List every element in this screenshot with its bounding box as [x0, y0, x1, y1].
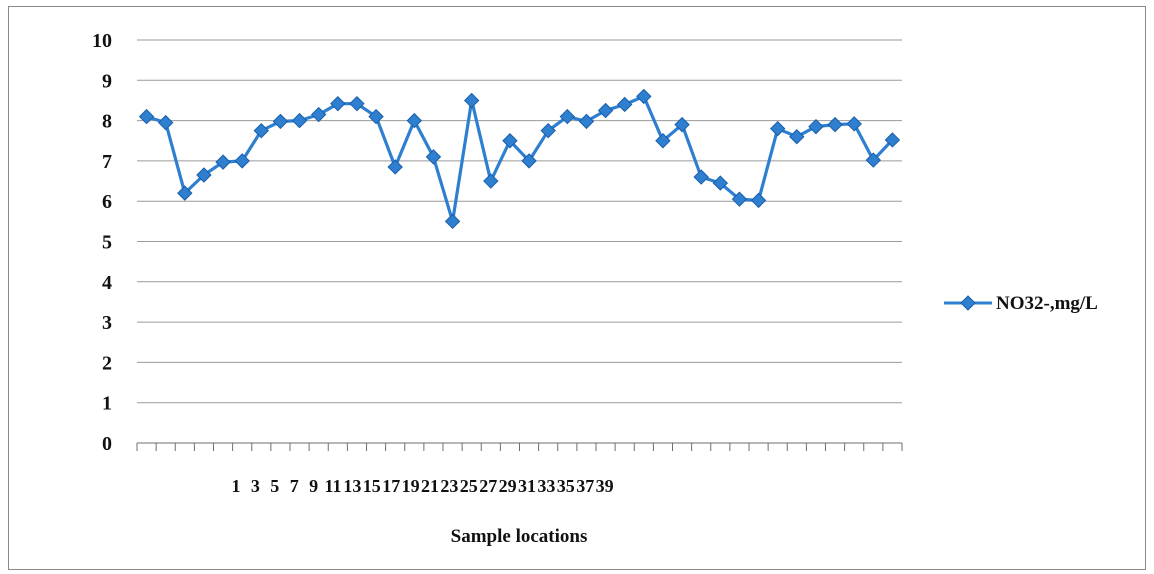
x-axis: 1 3 5 7 9 11 13 15 17 19 21 23 25 27 29 31 33 35 37 39 [136, 442, 903, 496]
x-tick-label: 13 [343, 476, 361, 496]
y-tick-label: 5 [102, 232, 112, 254]
data-point [540, 122, 556, 139]
x-tick-label: 25 [460, 476, 478, 496]
data-point [846, 116, 862, 132]
data-point [750, 192, 767, 209]
x-tick-label: 39 [596, 476, 614, 496]
data-point [559, 108, 576, 125]
x-tick-label: 33 [537, 476, 555, 496]
y-tick-label: 10 [92, 30, 112, 52]
data-point [597, 102, 614, 119]
x-tick-label: 15 [363, 476, 381, 496]
series-no32 [138, 88, 901, 230]
legend-marker-icon [960, 295, 976, 311]
y-tick-label: 3 [102, 312, 112, 334]
y-tick-label: 6 [102, 191, 112, 213]
data-point [521, 153, 537, 169]
data-point [310, 106, 327, 123]
data-point [483, 173, 499, 189]
legend: NO32-,mg/L [944, 293, 1098, 314]
data-point [463, 92, 480, 109]
y-axis: 0 1 2 3 4 5 6 7 8 9 10 [92, 30, 112, 455]
x-tick-label: 31 [518, 476, 536, 496]
x-tick-label: 37 [576, 476, 594, 496]
data-point [769, 120, 786, 137]
data-point [387, 159, 403, 175]
data-point [578, 113, 595, 130]
data-point [865, 152, 882, 168]
y-tick-label: 1 [102, 393, 112, 415]
data-point [425, 149, 442, 165]
data-point [789, 129, 805, 145]
data-point [177, 185, 193, 201]
data-point [272, 113, 289, 130]
x-tick-label: 17 [382, 476, 400, 496]
data-point [444, 213, 461, 230]
y-tick-label: 8 [102, 111, 112, 133]
x-axis-label: Sample locations [451, 526, 588, 547]
data-point [502, 133, 518, 149]
legend-label: NO32-,mg/L [996, 293, 1098, 314]
data-point [406, 112, 423, 129]
x-tick-label: 1 [232, 476, 241, 496]
x-tick-label: 21 [421, 476, 439, 496]
x-tick-label: 3 [251, 476, 260, 496]
y-tick-label: 7 [102, 151, 112, 173]
data-point [368, 108, 384, 125]
x-tick-label: 7 [290, 476, 299, 496]
data-point [884, 132, 901, 148]
data-point [196, 167, 212, 183]
data-point [655, 133, 671, 149]
data-point [731, 191, 748, 207]
chart-frame [8, 6, 1146, 570]
data-point [234, 153, 250, 169]
series-line [146, 94, 894, 223]
y-tick-label: 9 [102, 70, 112, 92]
data-point [215, 154, 231, 170]
data-point [253, 122, 270, 139]
x-tick-label: 19 [402, 476, 420, 496]
x-tick-label: 11 [324, 476, 341, 496]
data-point [693, 169, 709, 185]
data-point [808, 118, 824, 135]
data-point [616, 96, 633, 113]
x-tick-label: 29 [499, 476, 517, 496]
data-point [827, 116, 843, 133]
x-tick-label: 9 [309, 476, 318, 496]
data-point [712, 175, 729, 191]
data-point [349, 95, 365, 112]
data-point [674, 116, 690, 133]
y-tick-label: 4 [102, 272, 112, 294]
data-point [157, 114, 174, 131]
x-tick-label: 23 [440, 476, 458, 496]
data-point [330, 95, 346, 112]
y-tick-label: 2 [102, 352, 112, 374]
x-tick-label: 5 [270, 476, 279, 496]
gridlines [137, 39, 902, 404]
data-point [636, 88, 652, 105]
x-tick-label: 35 [557, 476, 575, 496]
y-tick-label: 0 [102, 433, 112, 455]
data-point [291, 112, 308, 129]
data-point [138, 108, 155, 125]
x-tick-label: 27 [479, 476, 497, 496]
